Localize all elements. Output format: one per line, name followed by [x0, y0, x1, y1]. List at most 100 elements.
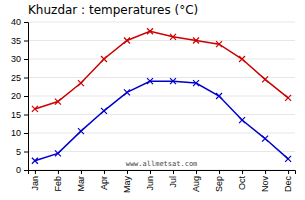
point-marker [55, 99, 61, 105]
y-tick: 30 [11, 54, 28, 64]
y-tick: 15 [11, 110, 28, 120]
x-tick-line [219, 170, 220, 174]
x-tick-label: Oct [237, 176, 247, 191]
chart: 0 5 10 15 20 25 30 35 40 Jan Feb Mar Apr May Jun Jul Aug… [0, 0, 305, 200]
x-axis: JanFebMarAprMayJunJulAugSepOctNovDec [29, 170, 296, 193]
point-marker [101, 108, 107, 114]
point-marker [216, 41, 222, 47]
x-tick: Aug [191, 170, 201, 192]
x-tick-label: Nov [260, 176, 270, 193]
marks [32, 28, 291, 164]
y-tick: 40 [11, 17, 28, 27]
point-marker [285, 156, 291, 162]
y-tick-label: 30 [11, 54, 21, 64]
x-tick-line [104, 170, 105, 174]
x-tick-label: May [122, 176, 132, 194]
grid-line [28, 96, 295, 97]
y-tick: 35 [11, 36, 28, 46]
point-marker [216, 93, 222, 99]
series-line [35, 81, 288, 161]
point-marker [78, 80, 84, 86]
point-marker [193, 38, 199, 44]
y-tick-line [24, 152, 28, 153]
x-tick-line [81, 170, 82, 174]
y-axis: 0 5 10 15 20 25 30 35 40 [11, 17, 29, 175]
y-tick-line [24, 133, 28, 134]
grid-line [28, 133, 295, 134]
y-tick-label: 35 [11, 36, 21, 46]
point-marker [101, 56, 107, 62]
x-tick-line [127, 170, 128, 174]
y-tick: 20 [11, 91, 28, 101]
point-marker [239, 56, 245, 62]
point-marker [170, 34, 176, 40]
x-tick-line [173, 170, 174, 174]
x-tick-line [58, 170, 59, 174]
y-tick-label: 25 [11, 73, 21, 83]
grid [28, 22, 295, 170]
point-marker [32, 106, 38, 112]
point-marker [285, 95, 291, 101]
x-tick: Nov [260, 170, 270, 192]
x-tick-line [242, 170, 243, 174]
x-tick-label: Jun [145, 176, 155, 191]
x-tick: Oct [237, 170, 247, 190]
y-tick-line [24, 22, 28, 23]
x-tick-line [288, 170, 289, 174]
x-tick-line [35, 170, 36, 174]
y-tick-label: 5 [16, 147, 21, 157]
grid-line [28, 59, 295, 60]
x-tick: Jun [145, 170, 155, 191]
point-marker [170, 78, 176, 84]
y-tick-line [24, 115, 28, 116]
y-tick: 25 [11, 73, 28, 83]
point-marker [193, 80, 199, 86]
point-marker [78, 128, 84, 134]
y-tick-label: 0 [16, 165, 21, 175]
x-tick-label: Dec [283, 176, 293, 193]
x-tick: Apr [99, 170, 109, 190]
point-marker [147, 78, 153, 84]
y-tick-label: 20 [11, 91, 21, 101]
y-tick-line [24, 170, 28, 171]
y-tick-line [24, 41, 28, 42]
x-tick-label: Jul [168, 176, 178, 188]
y-tick-line [24, 96, 28, 97]
point-marker [32, 158, 38, 164]
point-marker [239, 117, 245, 123]
x-tick-line [265, 170, 266, 174]
point-marker [262, 136, 268, 142]
y-tick: 0 [16, 165, 28, 175]
x-tick-label: Jan [30, 176, 40, 191]
watermark: www.allmetsat.com [126, 160, 198, 168]
x-tick: May [122, 170, 132, 193]
x-tick-label: Apr [99, 176, 109, 190]
point-marker [55, 150, 61, 156]
y-tick-label: 10 [11, 128, 21, 138]
x-axis-line [29, 171, 296, 175]
x-tick: Feb [53, 170, 63, 192]
x-tick-line [150, 170, 151, 174]
y-tick: 5 [16, 147, 28, 157]
y-axis-line [24, 23, 29, 171]
grid-line [28, 22, 295, 23]
point-marker [262, 76, 268, 82]
x-tick: Dec [283, 170, 293, 192]
x-tick-label: Mar [76, 176, 86, 192]
x-tick-label: Aug [191, 176, 201, 192]
x-tick: Mar [76, 170, 86, 192]
grid-line [28, 40, 295, 41]
x-tick-line [196, 170, 197, 174]
y-tick-line [24, 59, 28, 60]
grid-line [28, 77, 295, 78]
title: Khuzdar : temperatures (°C) [28, 3, 198, 17]
y-tick-label: 40 [11, 17, 21, 27]
x-tick: Jul [168, 170, 178, 188]
x-tick: Jan [30, 170, 40, 191]
series-line [35, 31, 288, 109]
y-tick-line [24, 78, 28, 79]
y-tick-label: 15 [11, 110, 21, 120]
plot: 0 5 10 15 20 25 30 35 40 Jan Feb Mar Apr May Jun Jul Aug… [11, 17, 296, 193]
point-marker [124, 38, 130, 44]
point-marker [147, 28, 153, 34]
